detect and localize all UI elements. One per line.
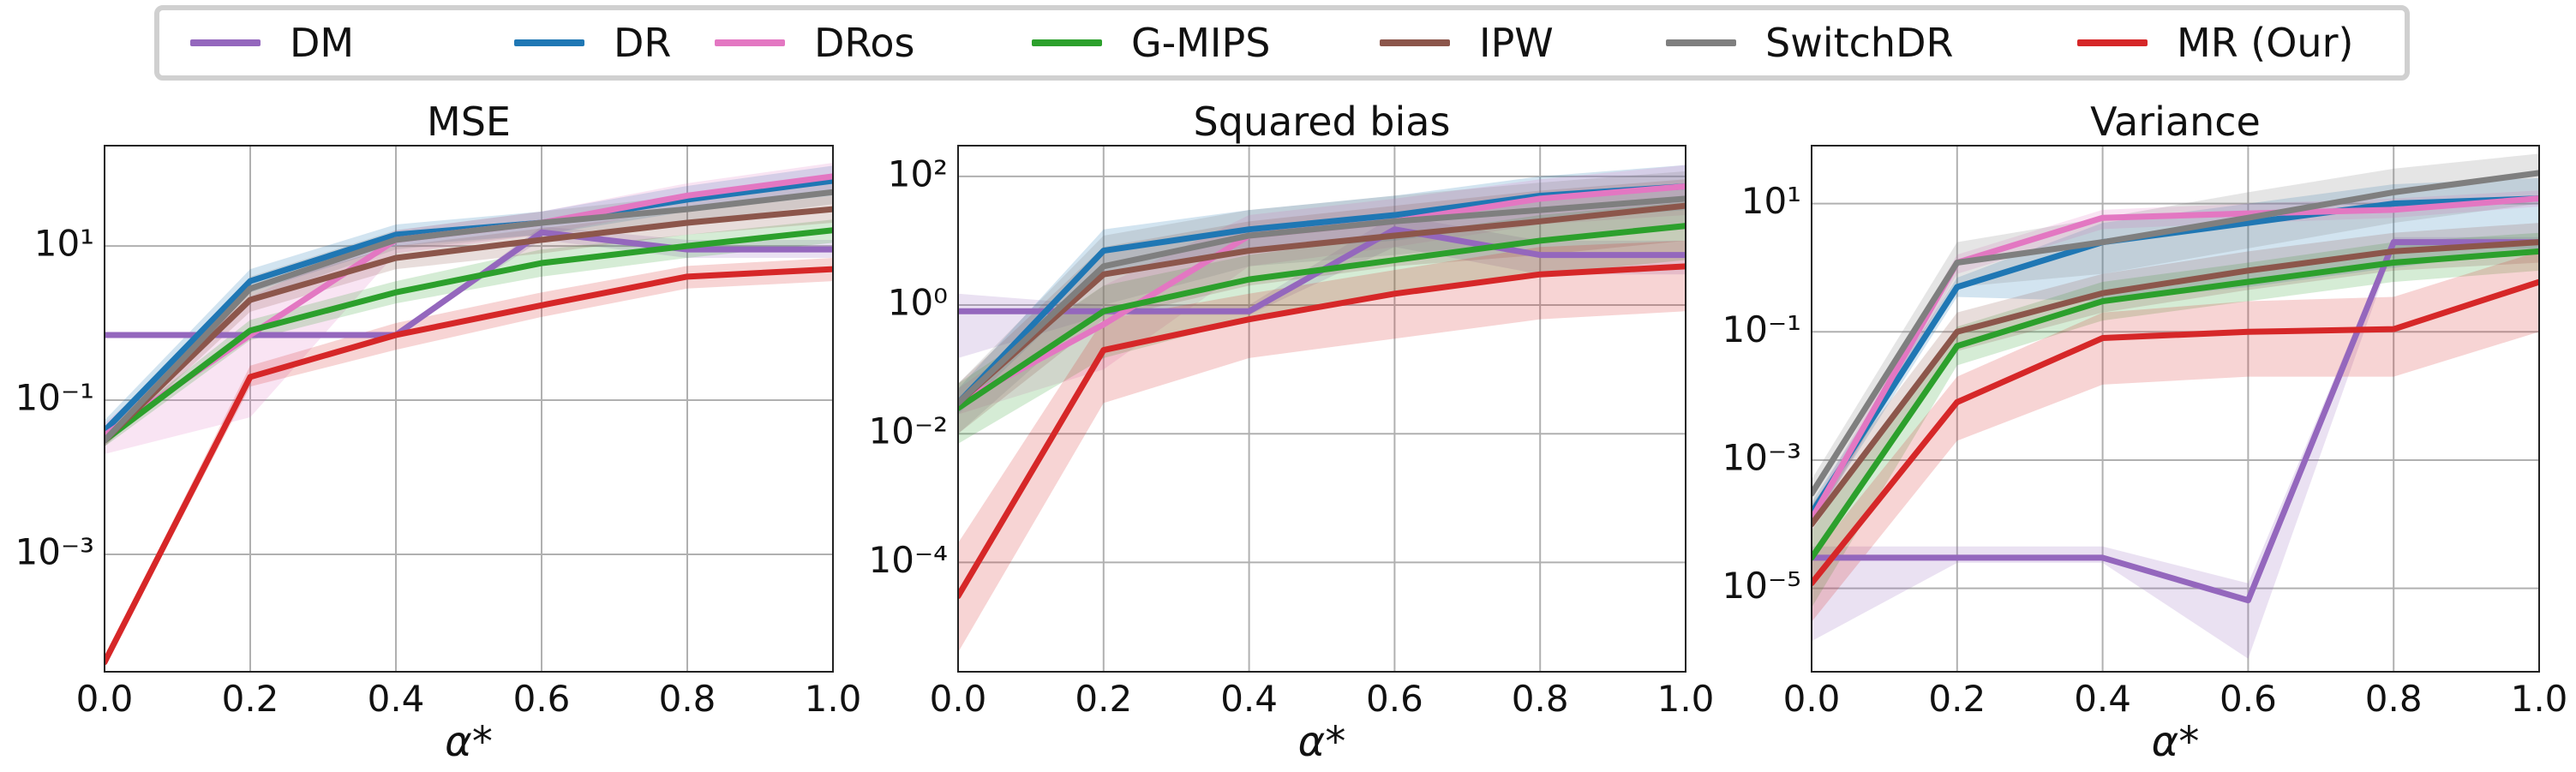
series-line-switchdr [105, 189, 833, 444]
series-line-g-mips [958, 223, 1686, 411]
band-switchdr [1812, 153, 2539, 524]
series-line-g-mips [1812, 248, 2539, 561]
legend-item-dm: DM [190, 10, 354, 75]
band-mr-our [1812, 251, 2539, 622]
x-tick-label: 0.8 [2365, 678, 2423, 720]
series-line-mr-our [1812, 278, 2539, 587]
legend-label: DRos [814, 20, 915, 66]
legend-swatch [1666, 39, 1736, 46]
legend-item-g-mips: G-MIPS [1032, 10, 1270, 75]
legend: DM DR DRos G-MIPS IPW SwitchDR MR (Our) [154, 5, 2410, 81]
x-tick-label: 0.6 [2220, 678, 2277, 720]
x-axis-label: α* [2152, 718, 2200, 766]
legend-label: DM [290, 20, 355, 66]
x-tick-label: 1.0 [2511, 678, 2568, 720]
band-dm [1812, 236, 2539, 659]
legend-label: G-MIPS [1131, 20, 1271, 66]
panel-title: Variance [2090, 99, 2261, 145]
y-tick-label: 10⁻³ [15, 530, 94, 572]
legend-item-dros: DRos [715, 10, 914, 75]
plot-frame [957, 145, 1686, 673]
legend-item-ipw: IPW [1380, 10, 1554, 75]
series-line-switchdr [958, 195, 1686, 406]
x-tick-label: 0.2 [222, 678, 279, 720]
x-tick-label: 0.8 [659, 678, 716, 720]
band-dr [958, 165, 1686, 415]
plot-area [1812, 153, 2539, 659]
y-tick-label: 10⁻⁴ [869, 539, 948, 581]
x-tick-label: 0.2 [1928, 678, 1986, 720]
plot-frame [104, 145, 834, 673]
series-line-dm [105, 229, 833, 338]
y-tick-label: 10⁻³ [1722, 436, 1801, 478]
series-line-dm [1812, 239, 2539, 604]
panel-variance: 10⁻⁵ 10⁻³ 10⁻¹ 10¹ 0.0 0.2 0.4 0.6 0.8 1.0 Varianc… [1722, 99, 2568, 766]
plot-frame [1811, 145, 2540, 673]
x-tick-label: 0.8 [1512, 678, 1569, 720]
x-axis-label: α* [445, 718, 493, 766]
x-tick-label: 0.4 [368, 678, 425, 720]
y-tick-label: 10¹ [1741, 180, 1801, 222]
series-line-ipw [1812, 239, 2539, 528]
band-mr-our [105, 258, 833, 667]
band-ipw [105, 195, 833, 447]
legend-swatch [514, 39, 584, 46]
x-tick-label: 0.0 [1783, 678, 1841, 720]
plot-area [105, 162, 833, 667]
legend-item-mr-our: MR (Our) [2077, 10, 2353, 75]
x-tick-label: 0.6 [513, 678, 571, 720]
series-line-mr-our [958, 263, 1686, 600]
panel-title: MSE [427, 99, 511, 145]
series-line-ipw [105, 206, 833, 444]
panel-title: Squared bias [1194, 99, 1451, 145]
panel-mse: 10⁻³ 10⁻¹ 10¹ 0.0 0.2 0.4 0.6 0.8 1.0 MSE α* [15, 99, 862, 766]
legend-swatch [190, 39, 261, 46]
legend-label: IPW [1479, 20, 1554, 66]
y-tick-label: 10⁻⁵ [1722, 565, 1801, 607]
legend-label: DR [614, 20, 672, 66]
band-g-mips [958, 201, 1686, 444]
plot-area [958, 165, 1686, 653]
band-ipw [1812, 223, 2539, 558]
x-tick-label: 0.6 [1366, 678, 1423, 720]
x-tick-label: 0.0 [930, 678, 987, 720]
y-tick-label: 10⁻¹ [1722, 308, 1801, 350]
y-tick-label: 10⁻¹ [15, 377, 94, 419]
legend-item-dr: DR [514, 10, 671, 75]
legend-item-switchdr: SwitchDR [1666, 10, 1953, 75]
legend-swatch [2077, 39, 2148, 46]
x-tick-label: 0.0 [76, 678, 134, 720]
panel-squared-bias: 10⁻⁴ 10⁻² 10⁰ 10² 0.0 0.2 0.4 0.6 0.8 1.0 Squared … [869, 99, 1715, 766]
x-tick-label: 0.2 [1075, 678, 1132, 720]
y-tick-label: 10² [888, 153, 948, 194]
x-tick-label: 1.0 [1657, 678, 1715, 720]
series-line-ipw [958, 202, 1686, 406]
series-line-g-mips [105, 227, 833, 444]
legend-swatch [1032, 39, 1102, 46]
x-tick-label: 1.0 [805, 678, 862, 720]
y-tick-label: 10¹ [34, 223, 94, 265]
y-tick-label: 10⁻² [869, 410, 948, 452]
band-g-mips [1812, 232, 2539, 608]
x-tick-label: 0.4 [1220, 678, 1278, 720]
legend-swatch [1380, 39, 1450, 46]
x-axis-label: α* [1298, 718, 1346, 766]
legend-label: SwitchDR [1765, 20, 1954, 66]
band-switchdr [958, 171, 1686, 434]
series-line-mr-our [105, 266, 833, 666]
x-tick-label: 0.4 [2074, 678, 2131, 720]
legend-swatch [715, 39, 785, 46]
legend-label: MR (Our) [2177, 20, 2354, 66]
y-tick-label: 10⁰ [888, 282, 948, 324]
series-line-switchdr [1812, 170, 2539, 497]
